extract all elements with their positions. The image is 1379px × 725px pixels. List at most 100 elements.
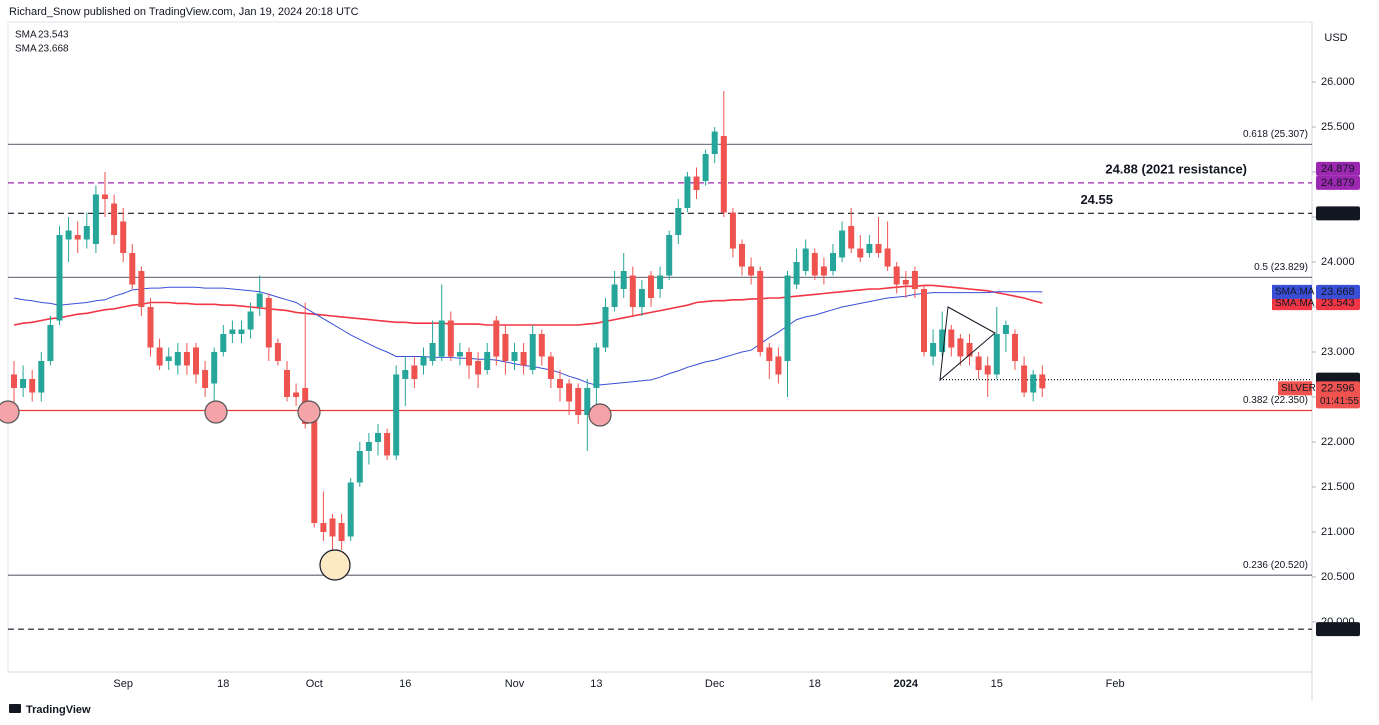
candle-body — [202, 369, 209, 388]
candle-body — [766, 347, 773, 361]
candle-body — [229, 329, 236, 334]
candle-body — [629, 275, 636, 307]
candle-body — [502, 333, 509, 361]
symbol-badge: SILVER — [1281, 383, 1316, 394]
candle-body — [429, 342, 436, 361]
level-label: 0.236 (20.520) — [1243, 560, 1308, 571]
candle-body — [948, 329, 955, 348]
triangle-pattern — [939, 306, 996, 382]
candle-body — [29, 378, 36, 393]
y-tick-label: 21.500 — [1321, 481, 1355, 493]
candle-body — [484, 351, 491, 370]
candle-body — [939, 329, 946, 352]
candle-body — [993, 333, 1000, 375]
candle-body — [92, 194, 99, 245]
candle-body — [129, 253, 136, 285]
candle-body — [593, 347, 600, 388]
x-tick-label: Feb — [1106, 678, 1125, 690]
candle-body — [638, 289, 645, 307]
candle-body — [393, 374, 400, 456]
candle-body — [702, 154, 709, 182]
candle-body — [839, 230, 846, 258]
levels: 0.618 (25.307) 24.88 (2021 resistance) 24.… — [8, 129, 1312, 630]
candle-body — [411, 365, 418, 379]
candle-body — [1012, 333, 1018, 361]
candle-body — [1030, 374, 1037, 393]
x-tick-label: 16 — [399, 678, 411, 690]
candle-body — [284, 369, 290, 397]
price-badge — [1316, 622, 1360, 637]
candle-body — [520, 351, 527, 366]
footer-text: TradingView — [26, 704, 91, 716]
candle-body — [247, 311, 254, 330]
candle-body — [174, 351, 181, 366]
candle-body — [975, 356, 982, 370]
candle-body — [611, 284, 618, 307]
level-label: 0.382 (22.350) — [1243, 395, 1308, 406]
candle-body — [957, 338, 964, 357]
price-badge-label: 24.541 — [1321, 207, 1355, 219]
x-tick-label: 13 — [590, 678, 602, 690]
candle-body — [757, 271, 764, 352]
candle-body — [311, 419, 318, 523]
candle-body — [293, 392, 300, 397]
candle-body — [384, 432, 391, 456]
legend-value: 23.668 — [38, 44, 69, 55]
candle-body — [739, 244, 745, 267]
candle-body — [875, 244, 882, 254]
candle-body — [466, 351, 472, 366]
touch-marker — [588, 403, 612, 427]
sma-line — [13, 286, 1043, 386]
sma-badge-bg — [1316, 296, 1360, 311]
candle-body — [666, 235, 673, 276]
price-badge-bg — [1316, 381, 1360, 409]
sma-badge-bg — [1316, 284, 1360, 299]
x-tick-label: Dec — [705, 678, 725, 690]
sma-badge-value: 23.668 — [1321, 286, 1355, 298]
price-badge: 22.596 — [1321, 382, 1355, 394]
touch-marker — [0, 400, 20, 424]
candle-body — [1039, 374, 1046, 389]
candle-body — [720, 136, 727, 213]
candle-body — [584, 387, 591, 415]
candle-body — [356, 450, 363, 483]
candle-body — [274, 342, 281, 361]
candle-body — [238, 329, 245, 334]
candle-body — [657, 275, 664, 290]
symbol-badge-bg — [1278, 381, 1312, 396]
candle-body — [475, 360, 482, 375]
legend-name: SMA — [15, 30, 37, 41]
countdown: 01:41:55 — [1320, 396, 1359, 407]
x-tick-label: 18 — [809, 678, 821, 690]
candle-body — [74, 235, 81, 240]
annotations — [0, 306, 996, 581]
y-tick-label: 21.000 — [1321, 526, 1355, 538]
candle-body — [547, 356, 554, 379]
x-tick-label: 18 — [217, 678, 229, 690]
candle-body — [447, 320, 454, 357]
logo — [9, 704, 21, 713]
y-tick-label: 23.000 — [1321, 346, 1355, 358]
candle-body — [684, 176, 691, 209]
candle-body — [111, 203, 118, 236]
candle-body — [966, 342, 973, 357]
candle-body — [402, 369, 409, 379]
candle-body — [811, 253, 818, 276]
candle-body — [1002, 324, 1009, 334]
candle-body — [38, 360, 45, 393]
candle-body — [911, 271, 918, 290]
sma-line — [13, 284, 1043, 326]
candle-body — [857, 248, 864, 258]
touch-marker — [204, 400, 228, 424]
candle-body — [602, 306, 609, 348]
candle-body — [83, 226, 90, 240]
sma-lines — [13, 284, 1043, 386]
x-tick-label: Sep — [113, 678, 133, 690]
candle-body — [193, 347, 199, 375]
y-tick-label: 26.000 — [1321, 76, 1355, 88]
candle-body — [921, 289, 927, 352]
candle-body — [566, 383, 573, 402]
sma-badge-name: SMA:MA — [1275, 287, 1315, 298]
candle-body — [802, 248, 809, 272]
